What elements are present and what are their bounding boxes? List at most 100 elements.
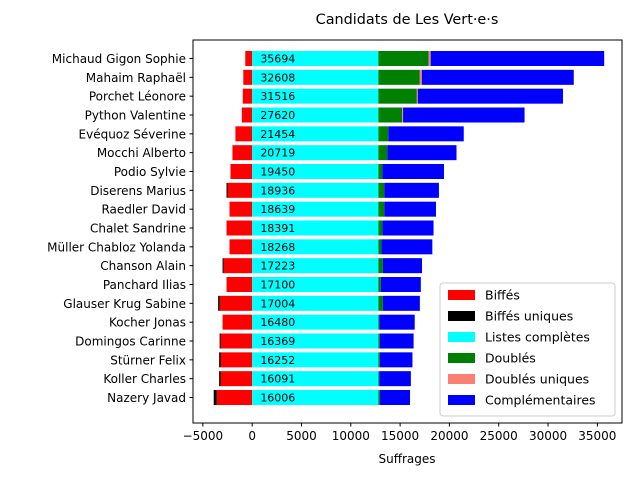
y-tick-label: Müller Chabloz Yolanda [47, 240, 186, 254]
bar-segment [378, 201, 385, 217]
bar-segment [252, 126, 379, 142]
bar-segment [382, 258, 423, 274]
bar-segment [382, 295, 420, 311]
bar-segment [219, 295, 253, 311]
bar-segment [382, 220, 434, 236]
bar-segment [416, 88, 418, 104]
bar-segment [222, 314, 253, 330]
bar-segment [235, 126, 253, 142]
legend-label: Complémentaires [485, 393, 596, 408]
bar-segment [379, 333, 414, 349]
y-tick-label: Michaud Gigon Sophie [52, 52, 186, 66]
bar-segment [227, 182, 253, 198]
bar-segment [378, 333, 380, 349]
y-tick-label: Evéquoz Séverine [79, 127, 186, 141]
chart-title: Candidats de Les Vert·e·s [316, 12, 499, 28]
legend-frame [439, 282, 616, 417]
bar-total-label: 16480 [260, 316, 295, 329]
bar-total-label: 18936 [260, 184, 295, 197]
legend-label: Biffés [485, 288, 520, 303]
bar-segment [378, 51, 429, 66]
bar-segment [226, 220, 253, 236]
bar-segment [384, 182, 439, 198]
bar-segment [229, 239, 253, 255]
bar-total-label: 16252 [260, 354, 295, 367]
bar-segment [229, 201, 253, 217]
bar-segment [387, 145, 457, 161]
bar-segment [226, 277, 253, 292]
bar-segment [378, 258, 383, 274]
bar-total-label: 18391 [260, 222, 295, 235]
bar-total-label: 18639 [260, 203, 295, 216]
bar-total-label: 35694 [260, 53, 295, 66]
bar-total-label: 18268 [260, 241, 295, 254]
bar-segment [222, 258, 224, 274]
bar-segment [378, 126, 389, 142]
bar-segment [378, 295, 383, 311]
bar-total-label: 17100 [260, 279, 295, 292]
bar-segment [417, 88, 563, 104]
bar-segment [252, 88, 379, 104]
legend-swatch [448, 374, 475, 384]
bar-segment [428, 51, 431, 66]
bar-segment [378, 107, 403, 123]
x-axis: −5000 0 5000 10000 15000 20000 25000 30000 35000 [183, 423, 616, 443]
plot-frame [192, 39, 623, 424]
y-tick-label: Diserens Marius [90, 184, 186, 198]
legend-swatch [448, 290, 475, 300]
bar-total-label: 27620 [260, 109, 295, 122]
bar-segment [378, 182, 385, 198]
y-tick-label: Mocchi Alberto [97, 146, 186, 160]
y-tick-label: Mahaim Raphaël [86, 71, 186, 85]
bar-segment [241, 107, 253, 123]
bar-segment [219, 371, 221, 387]
bar-segment [378, 69, 420, 85]
bar-total-label: 20719 [260, 147, 295, 160]
bar-segment [381, 239, 433, 255]
bar-total-label: 17004 [260, 297, 295, 310]
bar-total-label: 16006 [260, 392, 295, 405]
bar-segment [378, 352, 380, 368]
bar-segment [252, 69, 379, 85]
bar-segment [219, 333, 221, 349]
bar-total-label: 16369 [260, 335, 295, 348]
bar-segment [379, 390, 411, 405]
bar-segment [232, 145, 253, 161]
bar-segment [379, 352, 413, 368]
y-tick-label: Python Valentine [85, 109, 186, 123]
bar-segment [252, 145, 379, 161]
x-tick-label: 20000 [430, 429, 468, 443]
y-tick-label: Chalet Sandrine [90, 222, 186, 236]
bar-segment [379, 314, 415, 330]
legend-label: Biffés uniques [485, 309, 573, 324]
bar-segment [252, 314, 379, 330]
bar-segment [252, 390, 379, 405]
y-tick-label: Stürner Felix [110, 353, 186, 367]
bar-total-label: 19450 [260, 166, 295, 179]
y-tick-label: Chanson Alain [100, 259, 186, 273]
bar-segment [216, 390, 253, 405]
bar-total-label: 32608 [260, 71, 295, 84]
y-tick-label: Domingos Carinne [75, 335, 186, 349]
y-tick-label: Koller Charles [103, 372, 186, 386]
bar-segment [220, 333, 253, 349]
bar-segment [252, 371, 379, 387]
bar-segment [378, 239, 382, 255]
y-tick-label: Porchet Léonore [89, 90, 186, 104]
legend[interactable]: Biffés Biffés uniques Listes complètes Doub… [439, 282, 616, 417]
bar-segment [378, 220, 383, 236]
x-tick-label: 0 [248, 429, 256, 443]
bar-segment [380, 277, 421, 292]
legend-swatch [448, 311, 475, 321]
bar-segment [430, 51, 605, 66]
bar-segment [252, 277, 379, 292]
bar-segment [252, 352, 379, 368]
bar-segment [252, 201, 379, 217]
bar-segment [219, 352, 221, 368]
x-tick-label: 30000 [529, 429, 567, 443]
bar-segment [252, 51, 379, 66]
bar-segment [252, 107, 379, 123]
bar-segment [378, 88, 417, 104]
x-tick-label: 15000 [381, 429, 419, 443]
